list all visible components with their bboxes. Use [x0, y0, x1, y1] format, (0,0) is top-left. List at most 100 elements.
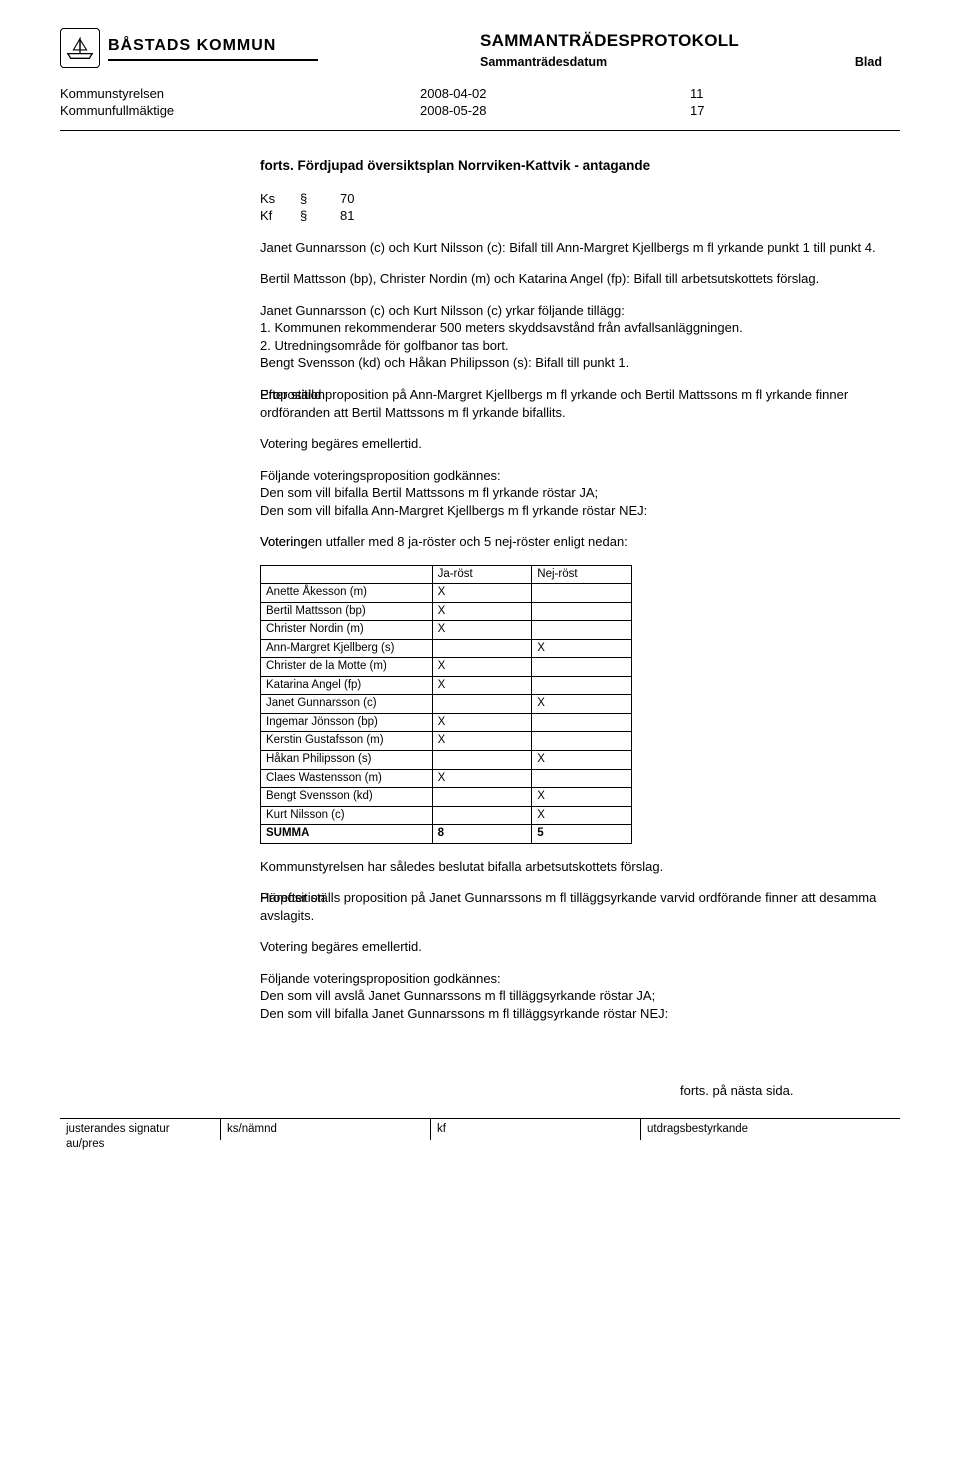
table-row: Bertil Mattsson (bp)X: [261, 602, 632, 621]
logo-block: BÅSTADS KOMMUN: [60, 28, 318, 68]
cell-nej: [532, 621, 632, 640]
page: BÅSTADS KOMMUN SAMMANTRÄDESPROTOKOLL Sam…: [0, 0, 960, 1176]
kommun-name-block: BÅSTADS KOMMUN: [108, 35, 318, 60]
sig-c1b: au/pres: [66, 1137, 214, 1153]
meta-right: 17: [690, 102, 770, 120]
cell-ja: X: [432, 602, 532, 621]
cell-name: Anette Åkesson (m): [261, 584, 433, 603]
ship-icon: [65, 33, 95, 63]
cell-nej: [532, 769, 632, 788]
cell-name: Bertil Mattsson (bp): [261, 602, 433, 621]
side-label-proposition: Proposition: [260, 386, 325, 404]
forts-next: forts. på nästa sida.: [60, 1082, 900, 1100]
cell-nej: X: [532, 788, 632, 807]
cell-nej: [532, 584, 632, 603]
p6c: Den som vill bifalla Ann-Margret Kjellbe…: [260, 502, 890, 520]
cell-nej: [532, 732, 632, 751]
protokoll-title: SAMMANTRÄDESPROTOKOLL: [480, 30, 900, 53]
cell-name: Claes Wastensson (m): [261, 769, 433, 788]
cell-nej: X: [532, 695, 632, 714]
p9: Härefter ställs proposition på Janet Gun…: [260, 889, 890, 924]
meta-block: Kommunstyrelsen 2008-04-02 11 Kommunfull…: [60, 85, 900, 120]
divider: [60, 130, 900, 132]
cell-ja: [432, 750, 532, 769]
meta-right: 11: [690, 85, 770, 103]
table-row: Håkan Philipsson (s)X: [261, 750, 632, 769]
kf-label: Kf: [260, 207, 300, 225]
cell-nej: [532, 602, 632, 621]
col-ja-header: Ja-röst: [432, 565, 532, 584]
table-row: Christer Nordin (m)X: [261, 621, 632, 640]
table-row: Kerstin Gustafsson (m)X: [261, 732, 632, 751]
cell-ja: X: [432, 584, 532, 603]
cell-name: Ann-Margret Kjellberg (s): [261, 639, 433, 658]
para: Följande voteringsproposition godkännes:…: [260, 467, 890, 520]
table-row: Christer de la Motte (m)X: [261, 658, 632, 677]
kf-row: Kf § 81: [260, 207, 890, 225]
table-row: Bengt Svensson (kd) X: [261, 788, 632, 807]
sum-nej: 5: [532, 825, 632, 844]
sig-cell-3: kf: [430, 1119, 640, 1141]
p2: Bertil Mattsson (bp), Christer Nordin (m…: [260, 270, 890, 288]
cell-ja: X: [432, 713, 532, 732]
para: Bertil Mattsson (bp), Christer Nordin (m…: [260, 270, 890, 288]
meta-left: Kommunfullmäktige: [60, 102, 420, 120]
para-prop1: Proposition Efter ställd proposition på …: [260, 386, 890, 421]
p1: Janet Gunnarsson (c) och Kurt Nilsson (c…: [260, 239, 890, 257]
kommun-seal-icon: [60, 28, 100, 68]
p3b: 1. Kommunen rekommenderar 500 meters sky…: [260, 319, 890, 337]
p6a: Följande voteringsproposition godkännes:: [260, 467, 890, 485]
table-header-row: Ja-röst Nej-röst: [261, 565, 632, 584]
sig-cell-1: justerandes signatur au/pres: [60, 1119, 220, 1156]
vote-table: Ja-röst Nej-röst Anette Åkesson (m)XBert…: [260, 565, 632, 844]
cell-name: Håkan Philipsson (s): [261, 750, 433, 769]
kommun-name: BÅSTADS KOMMUN: [108, 35, 318, 57]
table-row: Kurt Nilsson (c)X: [261, 806, 632, 825]
cell-name: Kerstin Gustafsson (m): [261, 732, 433, 751]
cell-name: Bengt Svensson (kd): [261, 788, 433, 807]
sub-left: Sammanträdesdatum: [480, 54, 607, 71]
meta-mid: 2008-05-28: [420, 102, 690, 120]
sum-ja: 8: [432, 825, 532, 844]
cell-name: Katarina Angel (fp): [261, 676, 433, 695]
signature-row: justerandes signatur au/pres ks/nämnd kf…: [60, 1118, 900, 1156]
p11b: Den som vill avslå Janet Gunnarssons m f…: [260, 987, 890, 1005]
p7: Voteringen utfaller med 8 ja-röster och …: [260, 533, 890, 551]
sig-c1a: justerandes signatur: [66, 1122, 214, 1138]
col-nej-header: Nej-röst: [532, 565, 632, 584]
content: forts. Fördjupad översiktsplan Norrviken…: [60, 157, 900, 1022]
para: Janet Gunnarsson (c) och Kurt Nilsson (c…: [260, 239, 890, 257]
table-row: Ann-Margret Kjellberg (s) X: [261, 639, 632, 658]
para-prop2: Proposition Härefter ställs proposition …: [260, 889, 890, 924]
p10: Votering begäres emellertid.: [260, 938, 890, 956]
ks-num: 70: [340, 190, 354, 208]
p8: Kommunstyrelsen har således beslutat bif…: [260, 858, 890, 876]
p11a: Följande voteringsproposition godkännes:: [260, 970, 890, 988]
side-label-votering: Votering: [260, 533, 308, 551]
cell-nej: X: [532, 806, 632, 825]
col-name-header: [261, 565, 433, 584]
table-row: Claes Wastensson (m)X: [261, 769, 632, 788]
cell-ja: X: [432, 732, 532, 751]
meta-row: Kommunfullmäktige 2008-05-28 17: [60, 102, 900, 120]
cell-ja: X: [432, 676, 532, 695]
para: Janet Gunnarsson (c) och Kurt Nilsson (c…: [260, 302, 890, 372]
cell-name: Christer Nordin (m): [261, 621, 433, 640]
doc-title: forts. Fördjupad översiktsplan Norrviken…: [260, 157, 890, 175]
sub-right: Blad: [855, 54, 900, 71]
ks-kf-block: Ks § 70 Kf § 81: [260, 190, 890, 225]
header-right: SAMMANTRÄDESPROTOKOLL Sammanträdesdatum …: [480, 28, 900, 71]
table-row: Anette Åkesson (m)X: [261, 584, 632, 603]
cell-name: Christer de la Motte (m): [261, 658, 433, 677]
cell-nej: [532, 676, 632, 695]
protokoll-sub-row: Sammanträdesdatum Blad: [480, 54, 900, 71]
cell-ja: [432, 639, 532, 658]
cell-nej: X: [532, 639, 632, 658]
para: Följande voteringsproposition godkännes:…: [260, 970, 890, 1023]
p11c: Den som vill bifalla Janet Gunnarssons m…: [260, 1005, 890, 1023]
p3d: Bengt Svensson (kd) och Håkan Philipsson…: [260, 354, 890, 372]
cell-nej: [532, 658, 632, 677]
cell-nej: [532, 713, 632, 732]
table-row: Ingemar Jönsson (bp)X: [261, 713, 632, 732]
cell-ja: [432, 788, 532, 807]
